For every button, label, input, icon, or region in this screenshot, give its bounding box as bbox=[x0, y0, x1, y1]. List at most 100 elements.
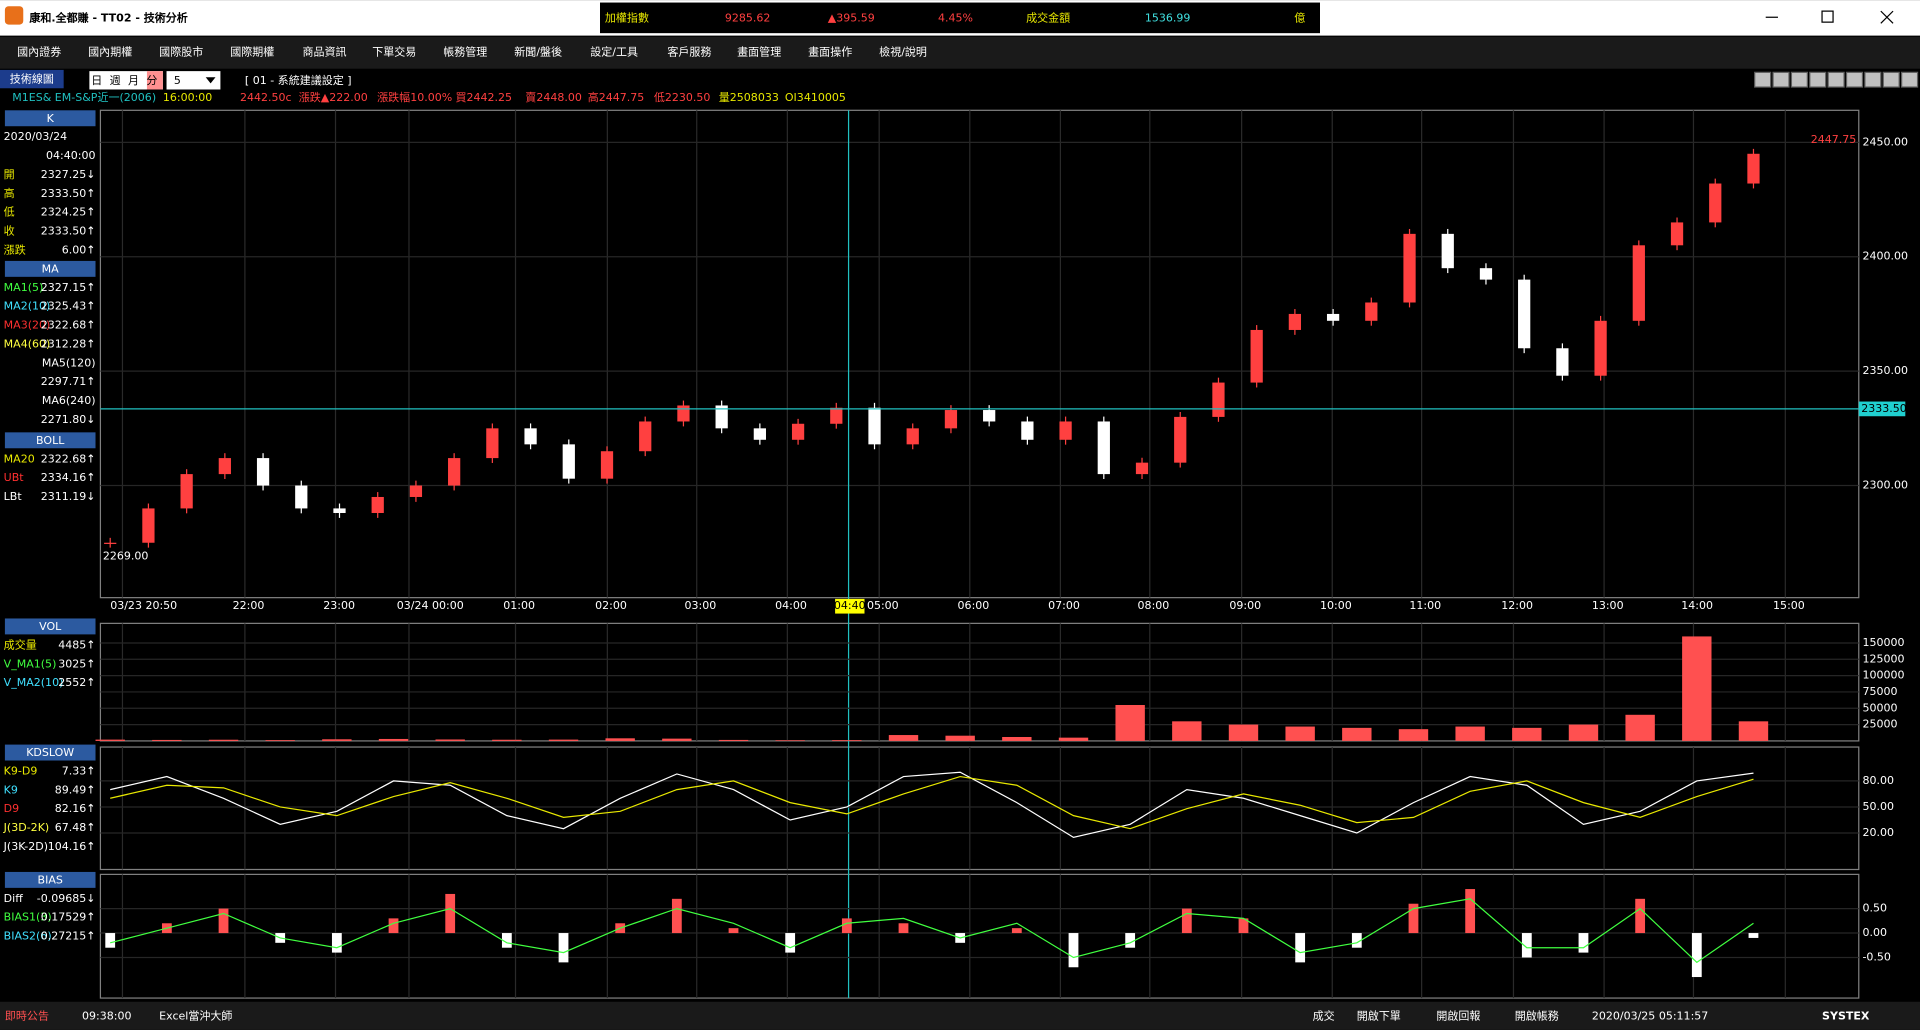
status-button[interactable]: 成交 bbox=[1313, 1008, 1335, 1022]
candle bbox=[830, 407, 843, 424]
quote-field: 量2508033 bbox=[719, 91, 779, 104]
candle bbox=[371, 496, 384, 513]
bar bbox=[1512, 727, 1542, 741]
candle bbox=[1174, 416, 1187, 463]
bar bbox=[832, 740, 862, 741]
interval-select[interactable] bbox=[166, 71, 221, 90]
menu-item[interactable]: 檢視/說明 bbox=[879, 45, 927, 59]
ticker-text: 加權指數 bbox=[605, 10, 649, 24]
tool-button[interactable] bbox=[1772, 71, 1790, 88]
bar bbox=[1465, 889, 1476, 934]
candle bbox=[639, 421, 652, 452]
section-title: KDSLOW bbox=[26, 746, 74, 759]
bar bbox=[331, 933, 342, 953]
ticker-text: 4.45% bbox=[938, 11, 973, 24]
period-button[interactable]: 分 bbox=[146, 74, 157, 87]
section-title: K bbox=[47, 112, 55, 125]
bar bbox=[888, 735, 919, 741]
tool-button[interactable] bbox=[1901, 71, 1919, 88]
period-button[interactable]: 週 bbox=[110, 74, 121, 87]
menu-item[interactable]: 畫面管理 bbox=[737, 45, 781, 59]
section-header bbox=[4, 260, 96, 277]
indicator-label: Diff bbox=[4, 892, 24, 905]
candle bbox=[1212, 382, 1225, 417]
bar bbox=[1691, 933, 1702, 978]
y-tick-label: 2300.00 bbox=[1862, 479, 1908, 492]
bar bbox=[1748, 933, 1759, 938]
status-button: 2020/03/25 05:11:57 bbox=[1592, 1009, 1708, 1022]
restore[interactable] bbox=[1821, 10, 1834, 23]
bar bbox=[1738, 721, 1769, 741]
cursor-price-box bbox=[1858, 401, 1906, 417]
tool-button[interactable] bbox=[1882, 71, 1900, 88]
menu-item[interactable]: 設定/工具 bbox=[590, 45, 638, 59]
status-bar bbox=[0, 1001, 1920, 1030]
bar bbox=[435, 739, 465, 741]
tool-button[interactable] bbox=[1754, 71, 1772, 88]
candle bbox=[180, 474, 193, 509]
bar bbox=[1635, 898, 1646, 934]
tool-button[interactable] bbox=[1845, 71, 1864, 88]
status-button[interactable]: 開啟下單 bbox=[1357, 1008, 1401, 1022]
y-tick-label: 75000 bbox=[1862, 685, 1897, 698]
bar bbox=[1238, 918, 1249, 934]
series-line bbox=[110, 898, 1754, 964]
bar bbox=[501, 933, 512, 948]
indicator-label: 收 bbox=[4, 224, 15, 238]
indicator-label: 漲跌 bbox=[4, 242, 26, 256]
tool-button[interactable] bbox=[1864, 71, 1882, 88]
bar bbox=[718, 739, 749, 741]
candle bbox=[600, 451, 614, 479]
menu-item[interactable]: 客戶服務 bbox=[667, 45, 711, 59]
menu-item[interactable]: 新聞/盤後 bbox=[514, 45, 562, 59]
tool-button[interactable] bbox=[1827, 71, 1845, 88]
status-button[interactable]: 開啟帳務 bbox=[1515, 1008, 1559, 1022]
bar bbox=[1285, 726, 1315, 741]
bar bbox=[841, 918, 852, 934]
y-tick-label: 25000 bbox=[1862, 718, 1897, 731]
indicator-label: J(3K-2D) bbox=[3, 840, 48, 853]
high-label: 2447.75 bbox=[1811, 133, 1857, 146]
menu-item[interactable]: 帳務管理 bbox=[443, 45, 487, 59]
y-tick-label: 100000 bbox=[1862, 669, 1904, 682]
status-button[interactable]: 開啟回報 bbox=[1436, 1008, 1480, 1022]
menu-item[interactable]: 商品資訊 bbox=[302, 45, 346, 59]
indicator-text: MA5(120) bbox=[42, 356, 96, 369]
x-tick-label: 09:00 bbox=[1229, 599, 1261, 612]
indicator-label: V_MA2(10) bbox=[4, 676, 64, 689]
x-tick-label: 08:00 bbox=[1138, 599, 1170, 612]
indicator-label: MA20 bbox=[4, 452, 35, 465]
menu-item[interactable]: 畫面操作 bbox=[808, 45, 852, 59]
candle bbox=[142, 508, 155, 543]
period-button[interactable]: 日 bbox=[91, 74, 102, 87]
x-tick-label: 11:00 bbox=[1409, 599, 1441, 612]
bar bbox=[1181, 908, 1192, 934]
bar bbox=[728, 928, 739, 934]
menu-item[interactable]: 國際股市 bbox=[159, 45, 203, 59]
period-button[interactable]: 月 bbox=[128, 74, 139, 87]
bar bbox=[1115, 705, 1145, 741]
dropdown-arrow bbox=[205, 77, 216, 84]
indicator-value: 2327.25↓ bbox=[41, 168, 96, 181]
indicator-value: 3025↑ bbox=[58, 657, 95, 670]
y-tick-label: -0.50 bbox=[1862, 950, 1891, 963]
candle bbox=[1747, 153, 1760, 184]
y-tick-label: 80.00 bbox=[1862, 774, 1894, 787]
indicator-text: 2020/03/24 bbox=[4, 130, 68, 143]
candle bbox=[1250, 329, 1263, 383]
indicator-label: 高 bbox=[4, 186, 15, 200]
indicator-value: 2334.16↑ bbox=[41, 471, 96, 484]
candle bbox=[409, 485, 423, 497]
close[interactable] bbox=[1880, 10, 1894, 24]
menu-item[interactable]: 下單交易 bbox=[372, 45, 416, 59]
bar bbox=[662, 738, 692, 741]
x-tick-label: 10:00 bbox=[1320, 599, 1352, 612]
menu-item[interactable]: 國內證券 bbox=[17, 45, 61, 59]
menu-item[interactable]: 國內期權 bbox=[88, 46, 132, 59]
candle bbox=[1556, 348, 1569, 376]
menu-item[interactable]: 國際期權 bbox=[230, 46, 274, 59]
tool-button[interactable] bbox=[1809, 71, 1827, 88]
y-tick-label: 2400.00 bbox=[1862, 250, 1908, 263]
tool-button[interactable] bbox=[1790, 71, 1808, 88]
